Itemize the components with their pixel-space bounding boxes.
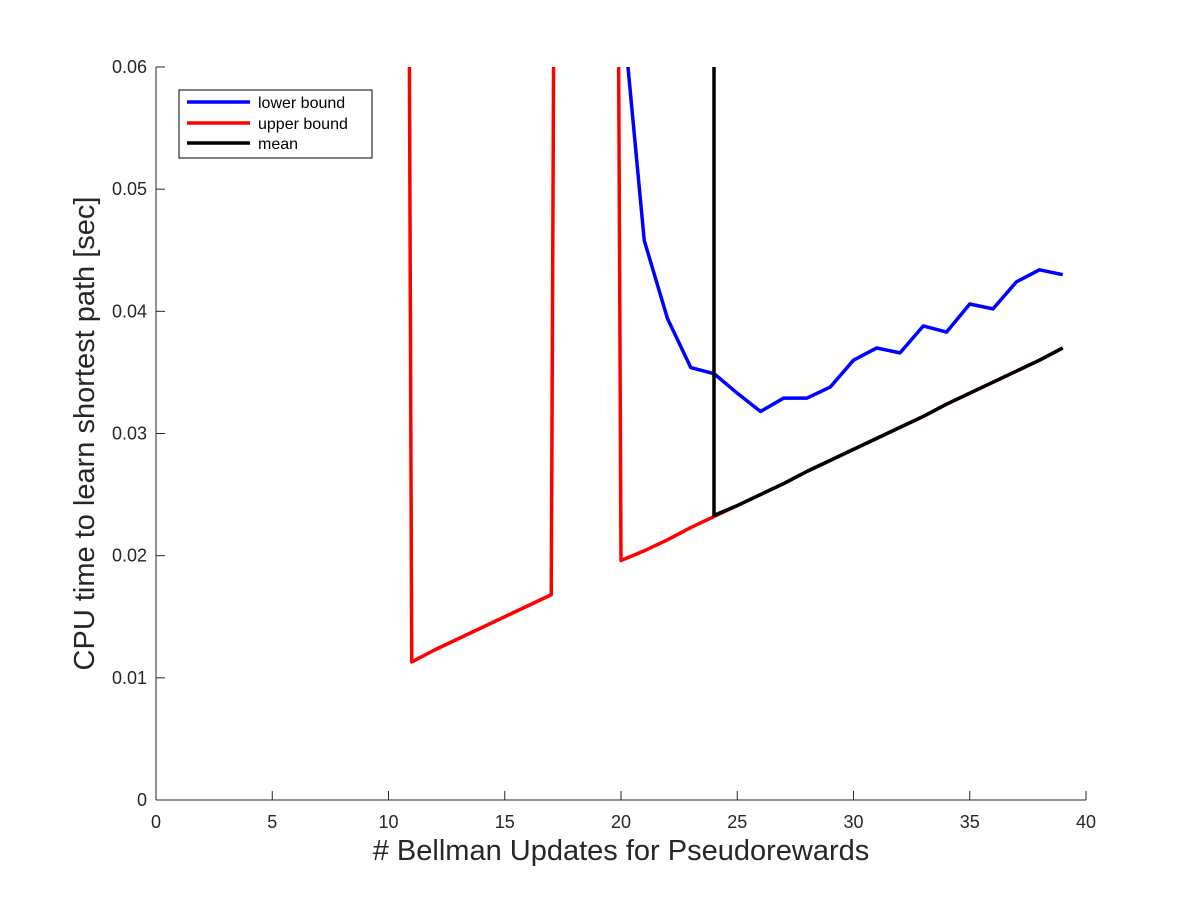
legend-label-lower-bound: lower bound bbox=[258, 95, 345, 112]
y-tick-label: 0.03 bbox=[112, 424, 147, 444]
series-line-mean bbox=[712, 67, 1064, 518]
x-tick-label: 0 bbox=[151, 812, 161, 832]
x-tick-label: 20 bbox=[611, 812, 631, 832]
y-tick-label: 0.01 bbox=[112, 668, 147, 688]
x-tick-label: 15 bbox=[495, 812, 515, 832]
y-axis-label: CPU time to learn shortest path [sec] bbox=[69, 197, 101, 671]
y-tick-label: 0.06 bbox=[112, 57, 147, 77]
y-tick-label: 0.02 bbox=[112, 546, 147, 566]
legend: lower bound upper bound mean bbox=[178, 89, 373, 159]
series-line-lower-bound bbox=[626, 67, 1064, 414]
x-tick-label: 10 bbox=[378, 812, 398, 832]
x-tick-label: 25 bbox=[727, 812, 747, 832]
legend-label-mean: mean bbox=[258, 136, 298, 153]
x-tick-label: 30 bbox=[843, 812, 863, 832]
legend-label-upper-bound: upper bound bbox=[258, 116, 348, 133]
x-tick-label: 35 bbox=[960, 812, 980, 832]
x-tick-label: 40 bbox=[1076, 812, 1096, 832]
axes: 0 5 10 15 20 25 30 35 40 0 0.01 0.02 0.03 0.04 0.05 0.0… bbox=[112, 57, 1096, 832]
y-tick-label: 0.05 bbox=[112, 179, 147, 199]
y-tick-label: 0 bbox=[137, 790, 147, 810]
x-tick-label: 5 bbox=[267, 812, 277, 832]
series-layer bbox=[407, 67, 1064, 664]
y-tick-label: 0.04 bbox=[112, 301, 147, 321]
x-axis-label: # Bellman Updates for Pseudorewards bbox=[373, 835, 869, 867]
